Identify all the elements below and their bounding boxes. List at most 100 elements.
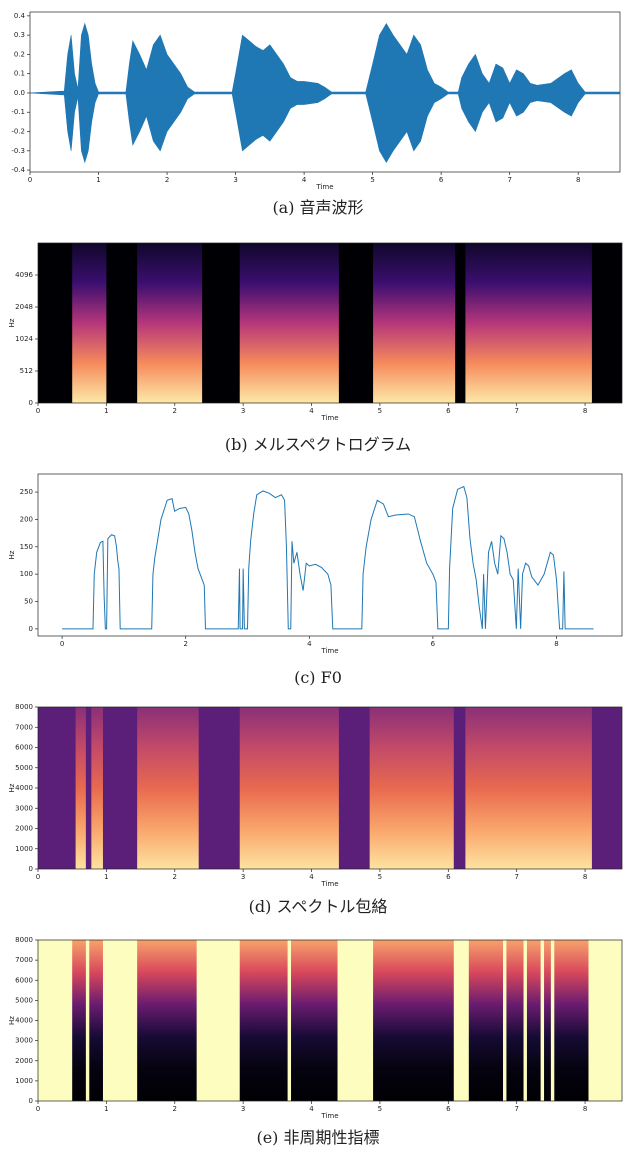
plot-area	[38, 707, 622, 869]
y-axis-label: Hz	[8, 318, 16, 327]
x-axis-label: Time	[320, 1112, 338, 1120]
voiced-segment	[72, 243, 107, 403]
y-axis-label: Hz	[8, 550, 16, 559]
x-axis-label: Time	[315, 183, 333, 191]
y-tick-label: -0.1	[11, 108, 25, 116]
y-tick-label: 1024	[15, 335, 33, 343]
f0-line	[62, 485, 594, 630]
y-axis-label: Hz	[8, 1016, 16, 1025]
y-tick-label: 0	[29, 399, 33, 407]
x-tick-label: 0	[28, 176, 32, 184]
x-axis-label: Time	[320, 414, 338, 422]
voiced-segment	[239, 243, 339, 403]
y-tick-label: 50	[24, 598, 33, 606]
axes-frame	[37, 473, 623, 637]
x-tick-label: 2	[173, 407, 177, 415]
x-tick-label: 8	[583, 1105, 587, 1113]
x-tick-label: 8	[583, 873, 587, 881]
x-tick-label: 5	[378, 1105, 382, 1113]
voiced-segment	[465, 707, 592, 869]
voiced-segment	[91, 707, 103, 869]
voiced-segment	[239, 707, 339, 869]
x-tick-label: 4	[307, 640, 312, 648]
waveform-mirror	[30, 92, 620, 164]
y-tick-label: 3000	[15, 1037, 33, 1045]
axes-frame	[29, 11, 621, 173]
voiced-segment	[465, 243, 592, 403]
x-tick-label: 7	[507, 176, 511, 184]
y-tick-label: 4000	[15, 1017, 33, 1025]
y-tick-label: 6000	[15, 976, 33, 984]
x-tick-label: 8	[554, 640, 558, 648]
x-tick-label: 7	[514, 873, 518, 881]
y-tick-label: 250	[20, 488, 33, 496]
x-tick-label: 4	[309, 1105, 314, 1113]
caption: (e) 非周期性指標	[256, 1128, 379, 1147]
x-tick-label: 1	[104, 1105, 108, 1113]
y-tick-label: 5000	[15, 764, 33, 772]
y-tick-label: -0.2	[11, 128, 25, 136]
x-tick-label: 3	[241, 873, 245, 881]
y-tick-label: 0.3	[14, 31, 25, 39]
x-tick-label: 5	[370, 176, 374, 184]
x-tick-label: 2	[183, 640, 187, 648]
voiced-segment	[72, 940, 86, 1101]
y-tick-label: 0.2	[14, 50, 25, 58]
x-tick-label: 0	[36, 407, 40, 415]
x-tick-label: 5	[378, 873, 382, 881]
y-tick-label: 200	[20, 515, 33, 523]
axes-frame	[37, 242, 623, 404]
x-tick-label: 2	[165, 176, 169, 184]
voiced-segment	[554, 940, 589, 1101]
y-tick-label: 0.1	[14, 70, 25, 78]
voiced-segment	[137, 707, 199, 869]
x-tick-label: 7	[514, 407, 518, 415]
plot-area	[62, 485, 594, 630]
x-axis-label: Time	[320, 880, 338, 888]
y-tick-label: 2048	[15, 303, 33, 311]
x-tick-label: 2	[173, 1105, 177, 1113]
y-tick-label: -0.4	[11, 166, 25, 174]
voiced-segment	[506, 940, 524, 1101]
x-tick-label: 4	[309, 873, 314, 881]
y-tick-label: 0	[29, 865, 33, 873]
x-tick-label: 4	[302, 176, 307, 184]
voiced-segment	[373, 243, 456, 403]
x-tick-label: 3	[233, 176, 237, 184]
caption: (b) メルスペクトログラム	[225, 435, 411, 454]
y-tick-label: 7000	[15, 956, 33, 964]
x-axis-label: Time	[320, 647, 338, 655]
y-tick-label: 2000	[15, 1057, 33, 1065]
x-tick-label: 2	[173, 873, 177, 881]
y-tick-label: 0	[29, 1097, 33, 1105]
voiced-segment	[373, 940, 454, 1101]
y-tick-label: 1000	[15, 1077, 33, 1085]
voiced-segment	[544, 940, 551, 1101]
x-tick-label: 1	[96, 176, 100, 184]
x-tick-label: 7	[514, 1105, 518, 1113]
y-tick-label: 6000	[15, 744, 33, 752]
y-tick-label: 3000	[15, 804, 33, 812]
x-tick-label: 6	[446, 407, 451, 415]
x-tick-label: 5	[378, 407, 382, 415]
y-tick-label: 0.4	[14, 12, 26, 20]
y-tick-label: 7000	[15, 723, 33, 731]
x-tick-label: 0	[60, 640, 64, 648]
y-tick-label: 5000	[15, 996, 33, 1004]
x-tick-label: 8	[583, 407, 587, 415]
voiced-segment	[239, 940, 288, 1101]
voiced-segment	[526, 940, 541, 1101]
y-tick-label: 150	[20, 543, 33, 551]
x-tick-label: 1	[104, 873, 108, 881]
voiced-segment	[468, 940, 504, 1101]
x-tick-label: 3	[241, 407, 245, 415]
voiced-segment	[89, 940, 103, 1101]
plot-area	[38, 940, 622, 1101]
caption: (a) 音声波形	[272, 198, 363, 217]
x-tick-label: 6	[439, 176, 444, 184]
x-tick-label: 6	[431, 640, 436, 648]
y-axis-label: Hz	[8, 783, 16, 792]
voiced-segment	[75, 707, 86, 869]
x-tick-label: 0	[36, 873, 40, 881]
